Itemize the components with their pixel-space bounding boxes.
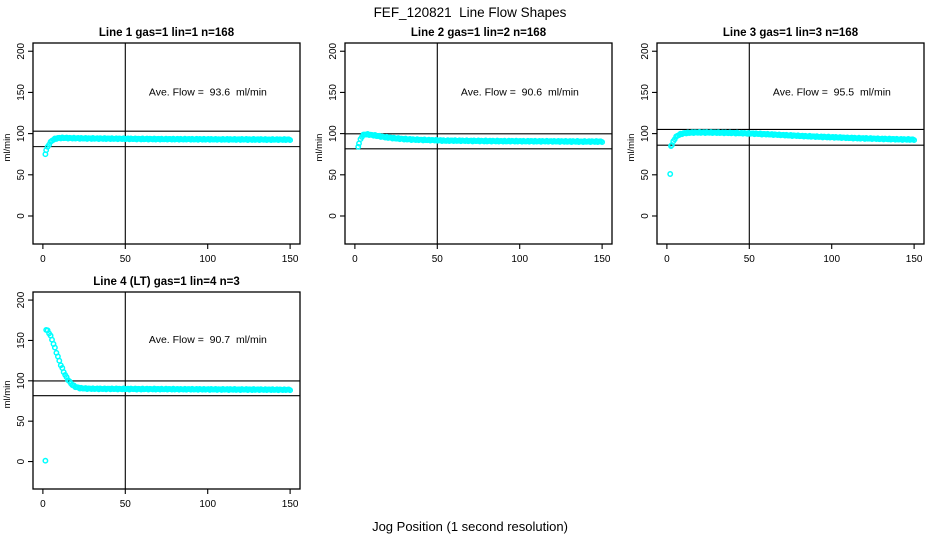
y-tick-label: 100: [16, 372, 27, 389]
data-point: [911, 137, 918, 144]
x-tick-label: 0: [40, 499, 46, 510]
avg-flow-annotation: Ave. Flow = 90.6 ml/min: [461, 86, 579, 98]
x-tick-label: 150: [282, 254, 299, 265]
x-tick-label: 0: [40, 254, 46, 265]
panel-4: 0 50 100 150 0 50 100 150 200 Line 4 (LT) gas=1 l…: [2, 276, 301, 510]
y-tick-label: 50: [640, 169, 651, 181]
y-tick-label: 100: [328, 125, 339, 142]
x-tick-label: 0: [664, 254, 670, 265]
y-tick-label: 200: [16, 42, 27, 59]
data-point: [667, 171, 674, 177]
y-tick-label: 0: [16, 213, 27, 219]
y-tick-label: 150: [16, 84, 27, 101]
y-tick-label: 100: [640, 125, 651, 142]
panel-3: 0 50 100 150 0 50 100 150 200 Line 3 gas=1 lin=3 …: [626, 27, 925, 265]
main-title: FEF_120821 Line Flow Shapes: [374, 5, 567, 20]
avg-flow-annotation: Ave. Flow = 95.5 ml/min: [773, 86, 891, 98]
y-tick-label: 0: [328, 213, 339, 219]
data-point: [51, 344, 58, 351]
x-tick-label: 100: [511, 254, 528, 265]
y-tick-label: 150: [640, 84, 651, 101]
x-axis-label: Jog Position (1 second resolution): [372, 519, 568, 534]
y-tick-label: 0: [640, 213, 651, 219]
x-tick-label: 50: [432, 254, 444, 265]
x-tick-label: 150: [282, 499, 299, 510]
avg-flow-annotation: Ave. Flow = 90.7 ml/min: [149, 334, 267, 346]
data-point: [287, 137, 294, 144]
panel-1: 0 50 100 150 0 50 100 150 200 Line 1 gas=1 lin=1 …: [2, 27, 301, 265]
y-axis-unit-label: ml/min: [314, 134, 325, 162]
y-tick-label: 0: [16, 458, 27, 464]
x-tick-label: 50: [744, 254, 756, 265]
panel-2: 0 50 100 150 0 50 100 150 200 Line 2 gas=1 lin=2 …: [314, 27, 613, 265]
x-tick-label: 0: [352, 254, 358, 265]
y-tick-label: 50: [16, 169, 27, 181]
x-tick-label: 150: [594, 254, 611, 265]
data-point: [355, 143, 362, 150]
plot-border: [344, 42, 613, 245]
x-tick-label: 50: [120, 254, 132, 265]
y-tick-label: 100: [16, 125, 27, 142]
y-tick-label: 50: [16, 415, 27, 427]
x-tick-label: 100: [823, 254, 840, 265]
y-tick-label: 150: [16, 332, 27, 349]
panel-title: Line 3 gas=1 lin=3 n=168: [723, 27, 859, 39]
data-point: [287, 387, 294, 394]
panel-title: Line 4 (LT) gas=1 lin=4 n=3: [93, 276, 239, 288]
y-tick-label: 200: [328, 42, 339, 59]
data-point: [42, 457, 49, 464]
panel-title: Line 2 gas=1 lin=2 n=168: [411, 27, 547, 39]
plot-border: [656, 42, 925, 245]
plot-border: [32, 291, 301, 490]
x-tick-label: 150: [906, 254, 923, 265]
y-axis-unit-label: ml/min: [2, 380, 13, 408]
y-axis-unit-label: ml/min: [2, 134, 13, 162]
y-tick-label: 150: [328, 84, 339, 101]
avg-flow-annotation: Ave. Flow = 93.6 ml/min: [149, 86, 267, 98]
y-tick-label: 50: [328, 169, 339, 181]
y-axis-unit-label: ml/min: [626, 134, 637, 162]
x-tick-label: 100: [199, 254, 216, 265]
panels-container: 0 50 100 150 0 50 100 150 200 Line 1 gas=1 lin=1 …: [2, 27, 925, 510]
panel-title: Line 1 gas=1 lin=1 n=168: [99, 27, 235, 39]
y-tick-label: 200: [16, 291, 27, 308]
data-point: [599, 139, 606, 146]
plot-border: [32, 42, 301, 245]
x-tick-label: 50: [120, 499, 132, 510]
y-tick-label: 200: [640, 42, 651, 59]
x-tick-label: 100: [199, 499, 216, 510]
